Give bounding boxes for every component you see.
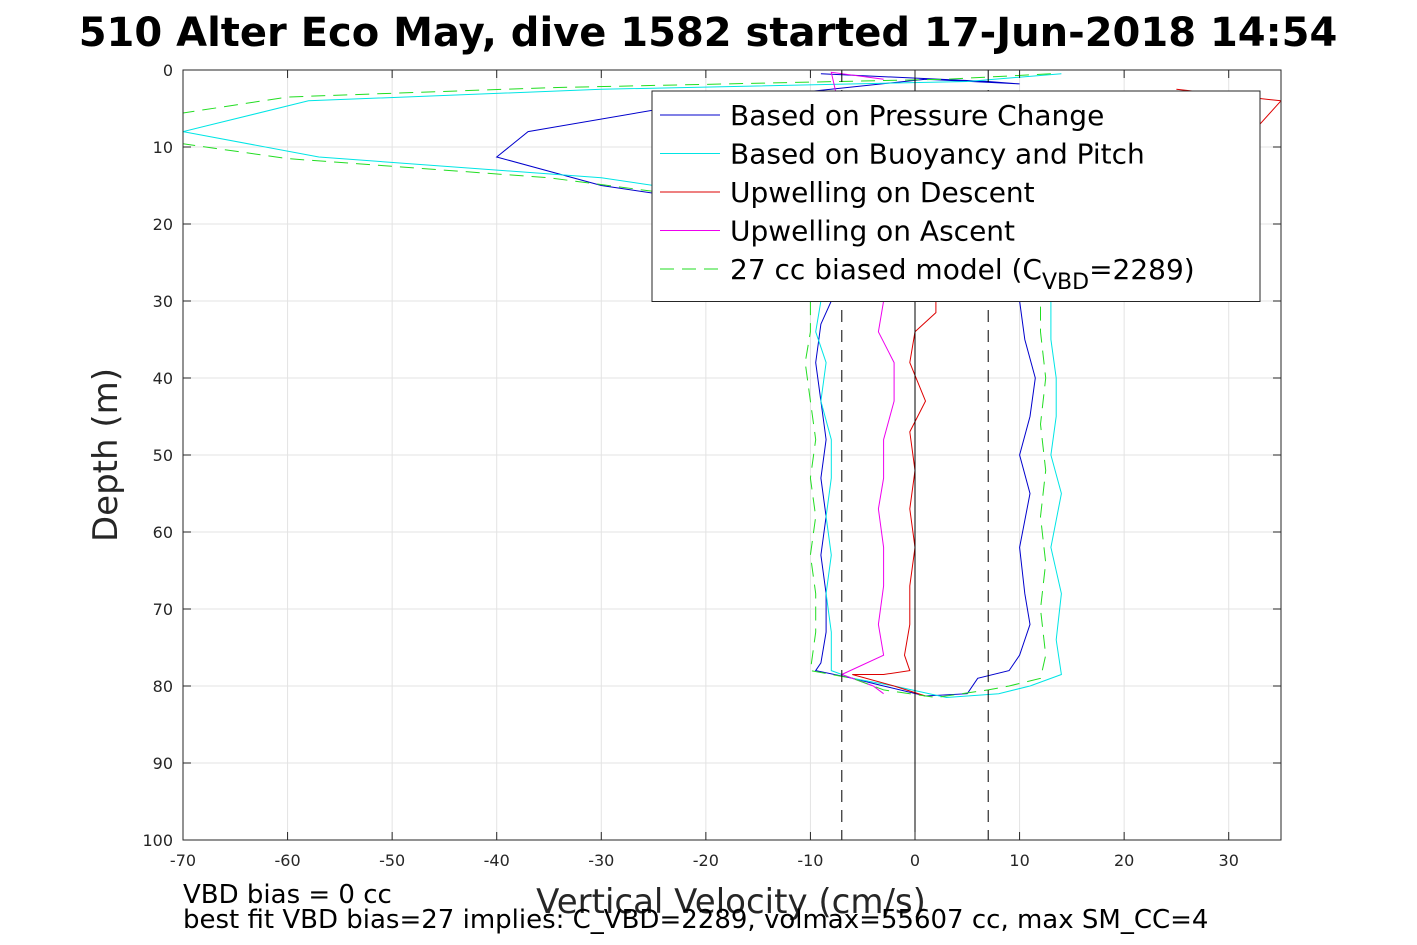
chart-title: 510 Alter Eco May, dive 1582 started 17-… <box>79 10 1338 56</box>
x-axis-label: Vertical Velocity (cm/s) <box>536 882 926 922</box>
legend-entry-3: Upwelling on Ascent <box>730 215 1015 248</box>
legend-entry-4: 27 cc biased model (CVBD=2289) <box>730 253 1195 295</box>
y-axis-label: Depth (m) <box>86 368 126 542</box>
x-tick-label: 20 <box>1114 851 1134 870</box>
legend-entry-1: Based on Buoyancy and Pitch <box>730 138 1145 171</box>
x-tick-label: -30 <box>588 851 614 870</box>
y-tick-label: 30 <box>153 292 173 311</box>
legend-box <box>651 90 1261 302</box>
x-tick-label: -70 <box>170 851 196 870</box>
series-line-1 <box>183 73 1062 699</box>
x-tick-label: 0 <box>910 851 920 870</box>
y-tick-label: 100 <box>142 831 173 850</box>
best-fit-note: best fit VBD bias=27 implies: C_VBD=2289… <box>183 905 1208 935</box>
y-tick-label: 0 <box>163 61 173 80</box>
legend-entry-2: Upwelling on Descent <box>730 176 1035 209</box>
series-line-3 <box>830 71 895 695</box>
x-tick-label: -50 <box>379 851 405 870</box>
legend-entry-0: Based on Pressure Change <box>730 99 1104 132</box>
y-tick-label: 10 <box>153 138 173 157</box>
legend: Based on Pressure Change Based on Buoyanc… <box>651 90 1261 302</box>
x-tick-label: -20 <box>693 851 719 870</box>
x-tick-label: -10 <box>797 851 823 870</box>
y-tick-label: 60 <box>153 523 173 542</box>
x-tick-label: 10 <box>1009 851 1029 870</box>
vbd-bias-note: VBD bias = 0 cc <box>183 880 392 910</box>
y-tick-label: 40 <box>153 369 173 388</box>
y-tick-label: 50 <box>153 446 173 465</box>
y-tick-label: 80 <box>153 677 173 696</box>
x-tick-label: -60 <box>275 851 301 870</box>
y-tick-label: 20 <box>153 215 173 234</box>
x-tick-label: -40 <box>484 851 510 870</box>
y-tick-label: 70 <box>153 600 173 619</box>
x-tick-label: 30 <box>1219 851 1239 870</box>
ticks: -70 -60 -50 -40 -30 -20 -10 0 10 20 30 0 10 20 30 40 50 6… <box>142 61 1281 870</box>
y-tick-label: 90 <box>153 754 173 773</box>
